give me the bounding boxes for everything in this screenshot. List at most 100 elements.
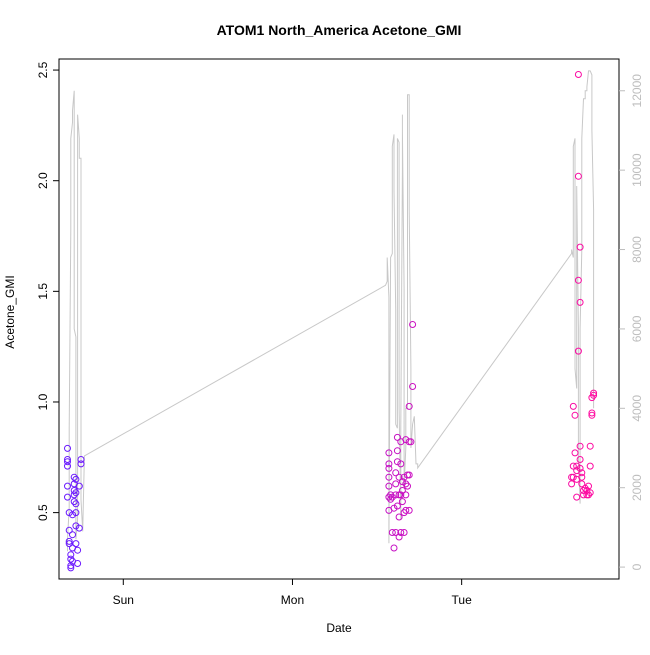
data-point xyxy=(395,513,403,521)
data-point xyxy=(573,493,581,501)
y2-tick-label: 8000 xyxy=(630,236,644,263)
data-point xyxy=(65,526,73,534)
data-point xyxy=(576,456,584,463)
data-point xyxy=(585,482,592,490)
data-point xyxy=(402,506,410,514)
data-point xyxy=(407,438,415,446)
y2-tick-label: 10000 xyxy=(630,153,644,187)
data-point xyxy=(64,458,71,466)
data-point xyxy=(574,347,582,355)
plot-frame xyxy=(58,58,620,580)
data-point xyxy=(580,487,587,494)
data-point xyxy=(74,560,82,567)
x-tick-label: Tue xyxy=(452,593,473,607)
y-tick-label: 0.5 xyxy=(36,504,50,521)
data-point xyxy=(75,482,83,490)
data-point xyxy=(77,460,85,468)
data-point xyxy=(64,482,71,490)
data-point xyxy=(64,456,71,463)
data-point xyxy=(405,506,413,514)
data-point xyxy=(590,391,598,399)
data-point xyxy=(387,491,395,499)
data-point xyxy=(67,551,75,559)
data-point xyxy=(385,473,393,481)
data-point xyxy=(569,462,577,470)
data-point xyxy=(70,491,78,499)
data-point xyxy=(72,540,80,548)
data-point xyxy=(392,529,400,536)
data-point xyxy=(568,480,576,488)
y-tick-label: 2.0 xyxy=(36,172,50,189)
data-point xyxy=(393,502,401,510)
data-point xyxy=(72,509,80,517)
data-point xyxy=(574,71,582,78)
data-point xyxy=(388,529,396,536)
data-point xyxy=(397,529,405,536)
altitude-line-layer xyxy=(67,70,595,552)
data-point xyxy=(576,442,584,450)
chart-title: ATOM1 North_America Acetone_GMI xyxy=(217,22,462,38)
data-point xyxy=(585,491,592,499)
y-tick-label: 2.5 xyxy=(36,61,50,78)
data-point xyxy=(72,475,80,483)
y-tick-label: 1.5 xyxy=(36,283,50,300)
data-point xyxy=(586,442,594,450)
y2-tick-label: 4000 xyxy=(630,395,644,422)
data-point xyxy=(65,537,73,545)
data-point xyxy=(397,491,405,499)
acetone-points-layer xyxy=(64,71,598,572)
y2-tick-label: 6000 xyxy=(630,315,644,342)
x-tick-label: Sun xyxy=(113,593,134,607)
data-point xyxy=(405,402,413,410)
data-point xyxy=(590,389,598,397)
data-point xyxy=(385,482,393,490)
data-point xyxy=(392,469,400,477)
data-point xyxy=(409,321,417,328)
data-point xyxy=(576,243,584,251)
data-point xyxy=(65,540,73,548)
data-point xyxy=(64,493,71,501)
y2-tick-label: 12000 xyxy=(630,74,644,108)
data-point xyxy=(387,495,395,503)
data-point xyxy=(397,460,405,468)
data-point xyxy=(70,487,78,494)
data-point xyxy=(578,469,586,477)
altitude-line xyxy=(67,70,595,552)
data-point xyxy=(571,449,579,457)
data-point xyxy=(574,276,582,284)
data-point xyxy=(385,460,393,468)
data-point xyxy=(405,471,413,479)
data-point xyxy=(395,533,403,541)
data-point xyxy=(72,500,80,508)
data-point xyxy=(586,489,594,497)
data-point xyxy=(409,383,417,390)
data-point xyxy=(400,529,408,536)
data-point xyxy=(398,487,406,494)
axis-layer: 0.5 1.0 1.5 2.0 2.5 0 2000 4000 6000 8000 10000 120… xyxy=(36,61,644,607)
data-point xyxy=(398,498,406,506)
data-point xyxy=(64,462,71,470)
data-point xyxy=(64,444,71,452)
data-point xyxy=(75,524,83,532)
y2-tick-label: 0 xyxy=(630,563,644,570)
y-axis-label: Acetone_GMI xyxy=(3,275,17,348)
data-point xyxy=(67,562,75,570)
data-point xyxy=(578,473,586,481)
data-point xyxy=(392,491,400,499)
data-point xyxy=(576,298,584,306)
data-point xyxy=(395,473,403,481)
data-point xyxy=(404,482,411,490)
data-point xyxy=(390,544,398,552)
data-point xyxy=(392,480,400,488)
data-point xyxy=(402,480,410,488)
data-point xyxy=(385,449,393,457)
data-point xyxy=(402,491,410,499)
data-point xyxy=(571,411,579,419)
data-point xyxy=(393,433,401,441)
data-point xyxy=(588,411,596,419)
data-point xyxy=(70,498,78,506)
y2-tick-label: 2000 xyxy=(630,474,644,501)
data-point xyxy=(72,489,80,497)
